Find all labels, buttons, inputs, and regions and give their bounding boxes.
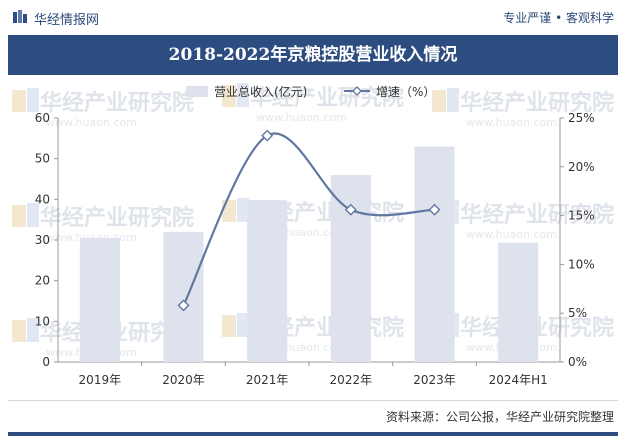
left-tick-label: 60 bbox=[35, 111, 50, 125]
watermark-logo-icon bbox=[12, 205, 26, 227]
bar bbox=[163, 231, 204, 362]
x-tick-label: 2024年H1 bbox=[489, 373, 548, 387]
left-tick-label: 20 bbox=[35, 274, 50, 288]
bar bbox=[498, 242, 539, 362]
watermark-logo-icon bbox=[237, 198, 249, 222]
bar bbox=[414, 146, 455, 362]
bar bbox=[330, 174, 371, 362]
legend-bar-swatch bbox=[186, 86, 208, 97]
watermark-url: www.huaon.com bbox=[256, 111, 347, 124]
huajing-logo-icon bbox=[13, 10, 27, 23]
growth-point bbox=[428, 203, 441, 216]
chart-title: 2018-2022年京粮控股营业收入情况 bbox=[8, 35, 618, 75]
watermark-logo-icon bbox=[237, 83, 249, 107]
left-tick-label: 40 bbox=[35, 192, 50, 206]
growth-point bbox=[344, 203, 357, 216]
growth-line bbox=[182, 132, 435, 306]
legend-bar-label: 营业总收入(亿元) bbox=[214, 84, 307, 99]
legend-line-label: 增速（%） bbox=[376, 85, 435, 99]
right-tick-label: 10% bbox=[568, 257, 595, 271]
watermark-text: 华经产业研究院 bbox=[250, 85, 404, 111]
watermark-text: 华经产业研究院 bbox=[460, 90, 614, 116]
bar bbox=[247, 200, 288, 362]
source-note: 资料来源：公司公报，华经产业研究院整理 bbox=[385, 410, 614, 424]
x-tick-label: 2022年 bbox=[330, 373, 373, 387]
watermark-url: www.huaon.com bbox=[466, 116, 557, 129]
watermark-logo-icon bbox=[432, 90, 446, 112]
watermark-logo-icon bbox=[12, 90, 26, 112]
x-tick-label: 2019年 bbox=[79, 373, 122, 387]
watermark-logo-icon bbox=[222, 85, 236, 107]
legend-line-marker bbox=[352, 86, 362, 96]
watermark-logo-icon bbox=[222, 200, 236, 222]
growth-point bbox=[261, 129, 274, 142]
watermark-text: 华经产业研究院 bbox=[40, 90, 194, 116]
x-tick-label: 2023年 bbox=[413, 373, 456, 387]
x-tick-label: 2021年 bbox=[246, 373, 289, 387]
watermark-logo-icon bbox=[27, 318, 39, 342]
left-tick-label: 50 bbox=[35, 152, 50, 166]
brand-name: 华经情报网 bbox=[34, 13, 100, 28]
right-tick-label: 0% bbox=[568, 355, 587, 369]
watermark-logo-icon bbox=[12, 320, 26, 342]
right-tick-label: 20% bbox=[568, 160, 595, 174]
x-tick-label: 2020年 bbox=[162, 373, 205, 387]
right-tick-label: 5% bbox=[568, 306, 587, 320]
left-tick-label: 10 bbox=[35, 314, 50, 328]
watermark-url: www.huaon.com bbox=[466, 228, 557, 241]
bar bbox=[79, 237, 120, 362]
watermark-logo-icon bbox=[27, 88, 39, 112]
watermark-text: 华经产业研究院 bbox=[460, 202, 614, 228]
footer-divider bbox=[8, 400, 618, 401]
watermark-logo-icon bbox=[237, 313, 249, 337]
right-tick-label: 15% bbox=[568, 209, 595, 223]
bottom-band bbox=[8, 432, 618, 436]
right-tick-label: 25% bbox=[568, 111, 595, 125]
watermark-logo-icon bbox=[447, 88, 459, 112]
left-tick-label: 0 bbox=[42, 355, 50, 369]
growth-point bbox=[177, 299, 190, 312]
watermark-url: www.huaon.com bbox=[46, 116, 137, 129]
top-bar: 华经情报网 专业严谨 • 客观科学 bbox=[0, 0, 626, 34]
watermark-text: 华经产业研究院 bbox=[40, 205, 194, 231]
watermark-logo-icon bbox=[27, 203, 39, 227]
brand-tagline: 专业严谨 • 客观科学 bbox=[503, 11, 614, 25]
revenue-chart: 华经产业研究院www.huaon.com华经产业研究院www.huaon.com… bbox=[12, 83, 614, 387]
watermark-logo-icon bbox=[222, 315, 236, 337]
left-tick-label: 30 bbox=[35, 233, 50, 247]
